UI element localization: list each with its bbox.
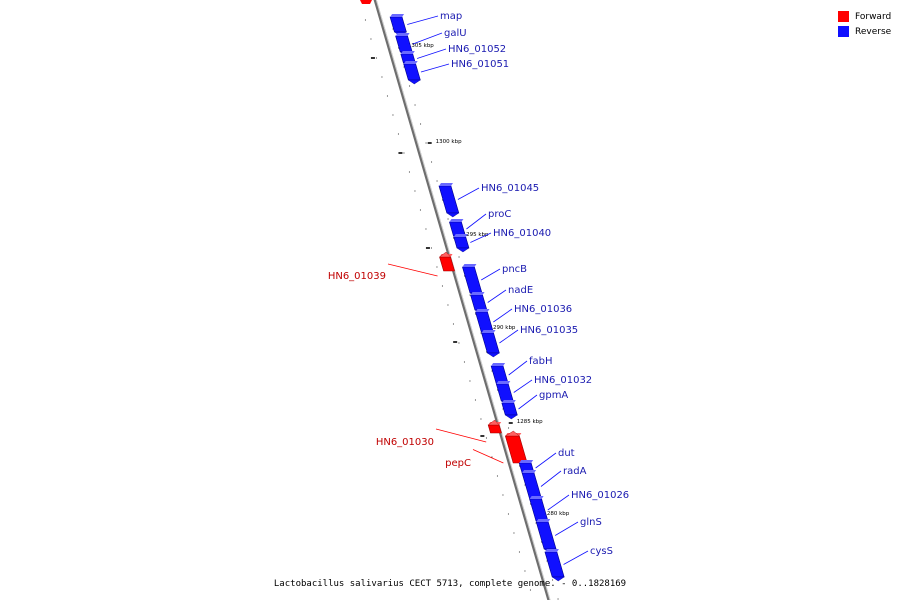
gene-leader-line bbox=[416, 48, 447, 59]
genome-caption: Lactobacillus salivarius CECT 5713, comp… bbox=[273, 579, 627, 589]
gene-leader-line bbox=[412, 32, 443, 45]
gene-leader-line bbox=[435, 428, 487, 443]
tick-label: 1290 kbp bbox=[490, 325, 516, 331]
gene-leader-line bbox=[499, 329, 519, 344]
gene-labels: map galU HN6_01052 HN6_01051 HN6_01045 proC HN… bbox=[328, 11, 629, 557]
gene-label: fabH bbox=[529, 356, 553, 367]
gene-leader-line bbox=[554, 521, 579, 536]
gene-label: pncB bbox=[502, 264, 527, 275]
gene-glyph bbox=[453, 234, 470, 253]
gene-leader-line bbox=[547, 494, 570, 511]
gene-leader-line bbox=[493, 308, 513, 323]
tick-label: 1305 kbp bbox=[408, 43, 434, 49]
gene-leader-line bbox=[540, 470, 562, 487]
gene-label: HN6_01052 bbox=[448, 44, 506, 55]
tick-label: 1300 kbp bbox=[436, 139, 462, 145]
gene-label: nadE bbox=[508, 285, 533, 296]
gene-label: glnS bbox=[580, 517, 602, 528]
gene-leader-line bbox=[487, 289, 507, 303]
gene-leader-line bbox=[407, 15, 439, 25]
gene-label: HN6_01036 bbox=[514, 304, 572, 315]
legend-item-forward: Forward bbox=[838, 9, 891, 24]
gene-features bbox=[360, 0, 565, 582]
legend: Forward Reverse bbox=[838, 9, 891, 39]
tick-label: 1280 kbp bbox=[543, 511, 569, 517]
gene-glyph bbox=[544, 549, 565, 582]
gene-leader-line bbox=[466, 213, 487, 230]
gene-glyph-partial bbox=[360, 0, 372, 4]
gene-label: gpmA bbox=[539, 390, 568, 401]
genome-backbone bbox=[373, 0, 551, 600]
tick-label: 1285 kbp bbox=[517, 419, 543, 425]
gene-leader-line bbox=[470, 232, 492, 243]
gene-label: radA bbox=[563, 466, 587, 477]
gene-glyph bbox=[481, 330, 501, 358]
gene-label: HN6_01040 bbox=[493, 228, 551, 239]
gene-glyph bbox=[535, 519, 557, 554]
gene-leader-line bbox=[481, 268, 501, 281]
gene-glyph bbox=[403, 61, 421, 85]
legend-item-reverse: Reverse bbox=[838, 24, 891, 39]
gene-label: cysS bbox=[590, 546, 613, 557]
gene-leader-line bbox=[535, 452, 557, 469]
gene-glyph bbox=[438, 251, 456, 272]
gene-label: map bbox=[440, 11, 462, 22]
gene-label: HN6_01032 bbox=[534, 375, 592, 386]
backbone-highlight bbox=[375, 0, 551, 600]
gene-label: HN6_01026 bbox=[571, 490, 629, 501]
gene-leader-line bbox=[513, 379, 533, 393]
gene-leader-line bbox=[472, 449, 504, 464]
gene-label: HN6_01039 bbox=[328, 271, 386, 282]
legend-reverse-label: Reverse bbox=[855, 26, 892, 37]
gene-label: HN6_01035 bbox=[520, 325, 578, 336]
gene-label: HN6_01030 bbox=[376, 437, 434, 448]
gene-leader-line bbox=[420, 63, 450, 73]
gene-leader-line bbox=[563, 550, 589, 565]
gene-label: proC bbox=[488, 209, 511, 220]
gene-label: dut bbox=[558, 448, 575, 459]
gene-glyph bbox=[487, 419, 502, 434]
gene-leader-line bbox=[518, 394, 538, 410]
gene-label: galU bbox=[444, 28, 467, 39]
backbone-line bbox=[373, 0, 551, 600]
tick-label: 1295 kbp bbox=[463, 232, 489, 238]
legend-forward-label: Forward bbox=[855, 11, 892, 22]
gene-glyph bbox=[389, 14, 408, 37]
gene-label: pepC bbox=[445, 458, 471, 469]
gene-leader-line bbox=[387, 263, 438, 277]
gene-glyph bbox=[501, 400, 518, 420]
reverse-swatch bbox=[838, 26, 849, 37]
label-leader-lines bbox=[387, 15, 589, 565]
gene-glyph bbox=[438, 183, 460, 218]
forward-swatch bbox=[838, 11, 849, 22]
gene-leader-line bbox=[508, 360, 528, 376]
gene-label: HN6_01045 bbox=[481, 183, 539, 194]
gene-label: HN6_01051 bbox=[451, 59, 509, 70]
gene-leader-line bbox=[457, 187, 480, 200]
